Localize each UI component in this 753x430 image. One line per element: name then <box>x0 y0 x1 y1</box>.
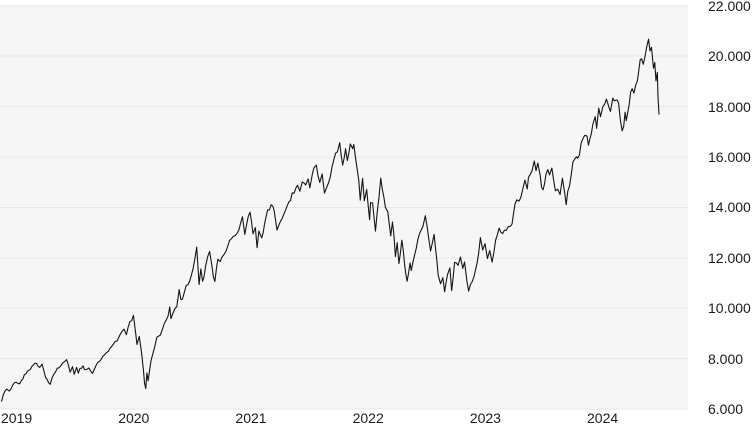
x-axis-label: 2019 <box>1 410 33 426</box>
y-axis-label: 12.000 <box>708 249 751 266</box>
x-axis-label: 2024 <box>587 410 619 426</box>
price-line-path <box>1 38 660 402</box>
y-axis-label: 6.000 <box>708 401 744 417</box>
y-axis-label: 16.000 <box>708 149 751 165</box>
y-axis-label: 8.000 <box>708 350 744 367</box>
x-axis-label: 2021 <box>235 410 267 426</box>
y-axis-label: 18.000 <box>708 98 751 115</box>
y-axis-label: 20.000 <box>708 48 751 65</box>
y-axis-label: 10.000 <box>708 300 751 317</box>
gridlines <box>0 5 688 410</box>
y-axis-label: 22.000 <box>708 0 751 14</box>
x-axis-label: 2023 <box>469 410 501 426</box>
x-axis-label: 2020 <box>118 410 150 426</box>
y-axis-label: 14.000 <box>708 199 751 216</box>
x-axis-label: 2022 <box>352 410 384 426</box>
